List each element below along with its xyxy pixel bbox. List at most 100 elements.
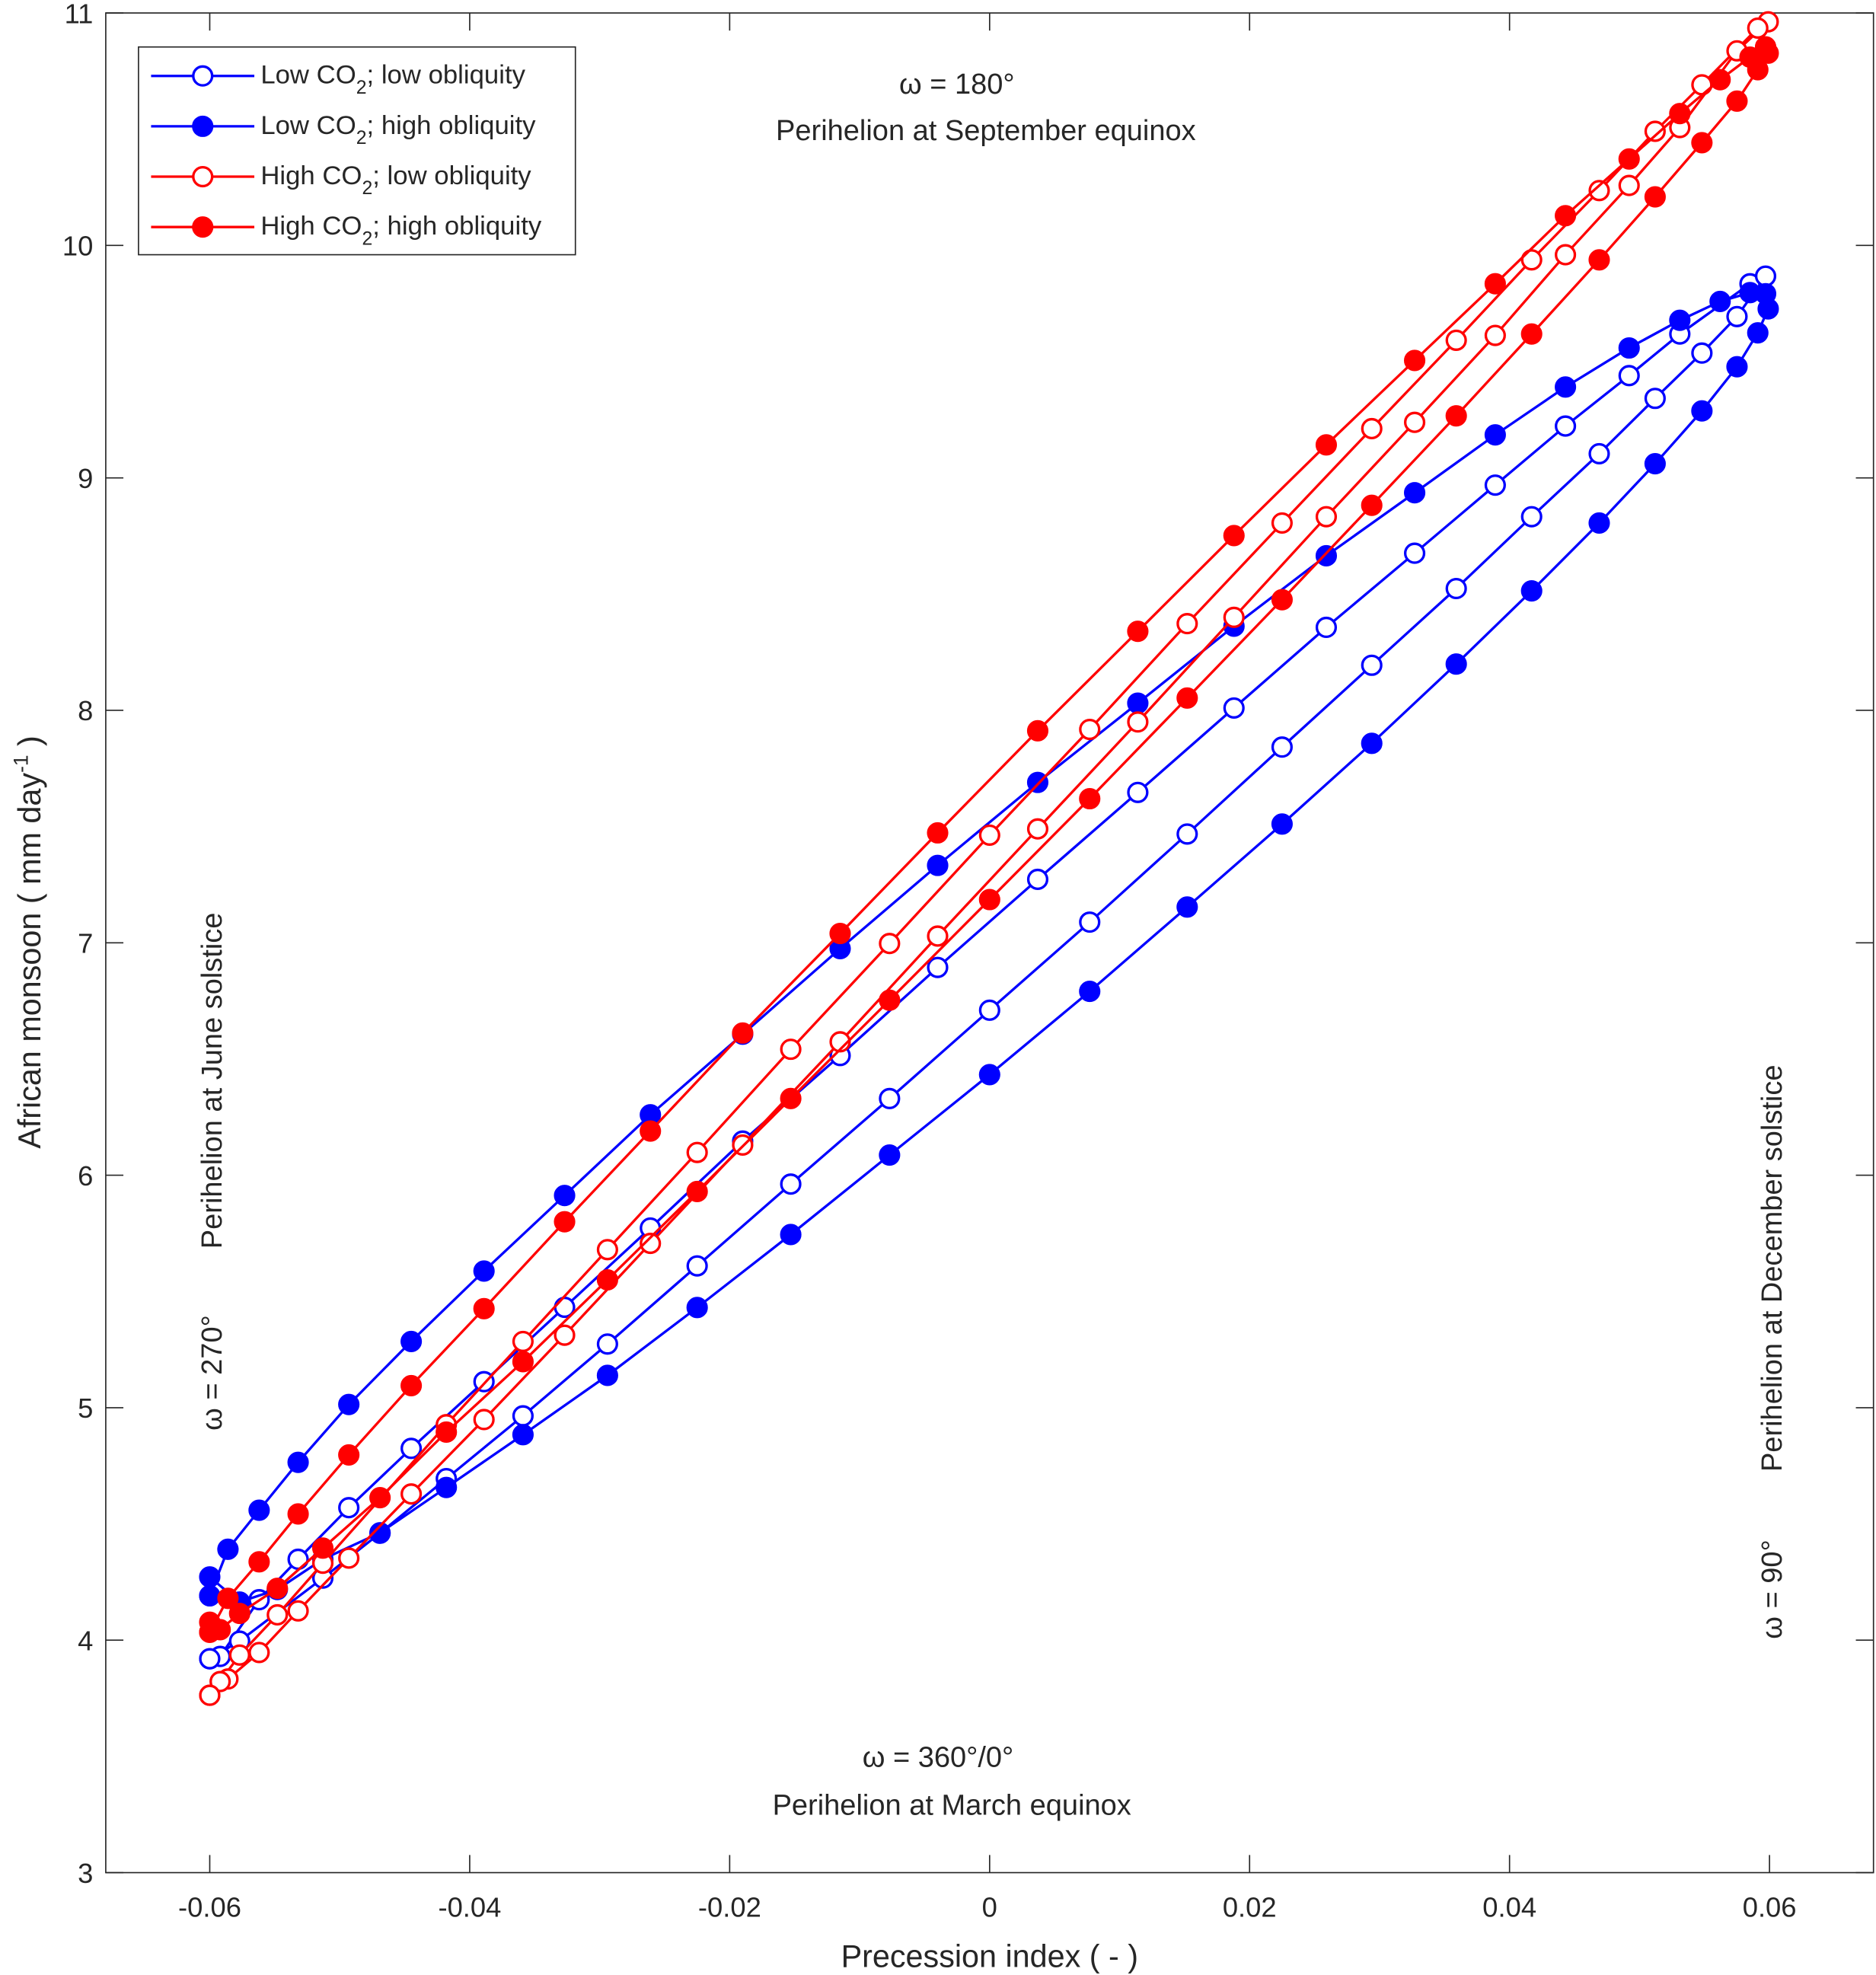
data-point [436, 1476, 458, 1498]
data-point [1223, 525, 1245, 547]
data-point [780, 1224, 802, 1246]
data-point [1757, 298, 1779, 320]
data-point [1445, 653, 1467, 675]
data-point [1223, 606, 1245, 628]
data-point [1079, 981, 1101, 1003]
data-point [512, 1330, 534, 1352]
data-point [228, 1603, 250, 1625]
data-point [1079, 911, 1101, 933]
data-point [338, 1497, 360, 1519]
data-point [400, 1437, 423, 1460]
annotation-bottom-text: Perihelion at March equinox [773, 1789, 1131, 1821]
x-tick-label: 0 [982, 1891, 997, 1922]
data-point [554, 1324, 576, 1346]
data-point [1726, 305, 1748, 327]
data-point [1669, 309, 1691, 331]
data-point [1403, 349, 1426, 372]
y-tick-label: 7 [78, 928, 93, 959]
data-point [927, 956, 949, 978]
data-point [1669, 103, 1691, 125]
data-point [1176, 687, 1198, 709]
legend-label: Low CO2; high obliquity [260, 111, 536, 148]
data-point [596, 1333, 618, 1355]
data-point [1484, 324, 1506, 346]
data-point [1271, 589, 1293, 611]
data-point [1757, 42, 1779, 64]
data-point [287, 1600, 309, 1622]
data-point [686, 1297, 708, 1319]
data-point [1644, 452, 1666, 475]
data-point [1709, 69, 1731, 91]
data-point [1176, 823, 1198, 845]
x-tick-label: 0.04 [1482, 1891, 1536, 1922]
data-point [473, 1260, 495, 1282]
data-point [686, 1180, 708, 1203]
legend-label: High CO2; high obliquity [260, 212, 542, 249]
data-point [1127, 621, 1149, 643]
data-point [1726, 356, 1748, 378]
data-point [1127, 781, 1149, 803]
y-axis-label: African monsoon ( mm day-1 ) [9, 735, 47, 1149]
series-4 [199, 36, 1779, 1643]
legend-entry: High CO2; high obliquity [151, 212, 542, 249]
data-point [1361, 417, 1383, 439]
data-point [1588, 442, 1610, 464]
series-3 [199, 11, 1779, 1706]
y-tick-label: 6 [78, 1160, 93, 1192]
x-tick-label: 0.06 [1743, 1891, 1797, 1922]
data-point [1176, 896, 1198, 918]
data-point [780, 1087, 802, 1109]
legend: Low CO2; low obliquity Low CO2; high obli… [138, 46, 576, 256]
legend-entry: High CO2; low obliquity [151, 161, 531, 199]
data-point [927, 925, 949, 947]
data-point [1271, 512, 1293, 534]
data-point [1445, 329, 1467, 351]
data-point [1127, 692, 1149, 714]
data-point [1520, 579, 1543, 602]
data-point [1315, 544, 1338, 567]
data-point [1127, 711, 1149, 733]
data-point [1315, 506, 1338, 528]
data-point [1445, 577, 1467, 600]
data-point [978, 889, 1000, 911]
plot-area [105, 12, 1874, 1874]
data-point [927, 854, 949, 876]
data-point [1691, 132, 1713, 154]
annotation-top-text: Perihelion at September equinox [776, 115, 1196, 147]
legend-entry: Low CO2; high obliquity [151, 111, 536, 148]
data-point [1555, 415, 1577, 437]
data-point [1079, 718, 1101, 741]
data-point [1271, 813, 1293, 835]
legend-marker [192, 165, 214, 188]
data-point [1520, 249, 1543, 271]
data-point [1644, 120, 1666, 142]
data-point [1588, 249, 1610, 271]
data-point [1691, 342, 1713, 364]
data-point [1588, 512, 1610, 534]
data-point [1588, 180, 1610, 202]
data-point [512, 1351, 534, 1373]
data-point [1403, 411, 1426, 433]
data-point [978, 1064, 1000, 1086]
data-point [400, 1374, 423, 1396]
data-point [1484, 474, 1506, 496]
data-point [1618, 365, 1640, 387]
data-point [287, 1451, 309, 1473]
annotation-left-text: Perihelion at June solstice [196, 913, 228, 1249]
data-point [199, 1584, 221, 1606]
legend-label: Low CO2; low obliquity [260, 61, 525, 98]
data-point [1484, 424, 1506, 446]
data-point [228, 1644, 250, 1666]
data-point [338, 1393, 360, 1415]
data-point [473, 1297, 495, 1319]
data-point [1555, 205, 1577, 227]
data-point [217, 1538, 239, 1560]
data-point [1747, 322, 1769, 344]
legend-marker [192, 115, 214, 137]
annotation-right-text: Perihelion at December solstice [1756, 1064, 1788, 1472]
data-point [1445, 405, 1467, 427]
legend-label: High CO2; low obliquity [260, 161, 531, 199]
data-point [1026, 868, 1049, 890]
legend-marker [192, 65, 214, 87]
